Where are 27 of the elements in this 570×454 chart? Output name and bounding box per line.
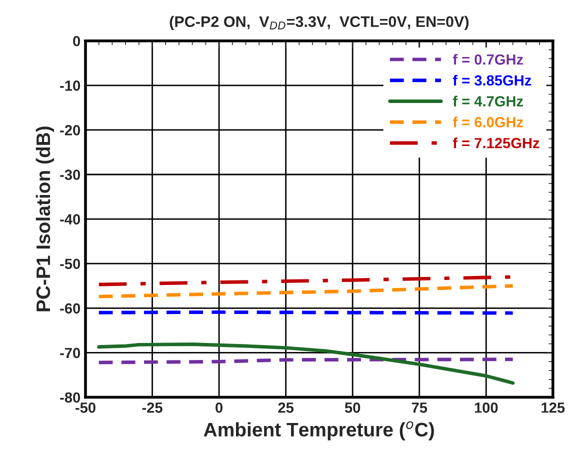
y-tick-label: -60 — [60, 303, 80, 314]
x-axis-title: Ambient Tempreture ($^{o}$C) — [204, 421, 434, 440]
line-series — [97, 284, 515, 298]
legend-label: f = 6.0GHz — [452, 116, 524, 128]
y-axis-title: PC-P1 Isolation (dB) — [36, 126, 54, 312]
y-tick-label: -10 — [60, 80, 80, 91]
x-tick-label: 0 — [216, 402, 222, 413]
y-tick-label: -70 — [60, 348, 80, 358]
x-tick-label: 100 — [474, 402, 498, 413]
chart-title: (PC-P2 ON, V$_{DD}$=3.3V, VCTL=0V, EN=0V) — [170, 16, 469, 30]
line-series — [97, 342, 515, 385]
x-tick-label: 50 — [344, 402, 360, 413]
y-tick-label: -80 — [60, 392, 80, 403]
legend-label: f = 0.7GHz — [452, 54, 524, 65]
x-tick-label: 125 — [542, 402, 565, 413]
y-tick-label: -20 — [60, 125, 80, 136]
x-tick-label: -50 — [76, 402, 96, 413]
x-tick-label: 75 — [412, 402, 428, 413]
legend-label: f = 4.7GHz — [452, 96, 524, 106]
y-tick-label: -50 — [60, 258, 80, 270]
x-tick-label: -25 — [142, 402, 162, 413]
legend-label: f = 7.125GHz — [452, 138, 540, 148]
legend-label: f = 3.85GHz — [452, 74, 532, 86]
y-tick-label: -40 — [60, 214, 80, 224]
x-tick-label: 25 — [278, 402, 294, 413]
y-tick-label: 0 — [73, 36, 80, 46]
y-tick-label: -30 — [60, 170, 80, 180]
